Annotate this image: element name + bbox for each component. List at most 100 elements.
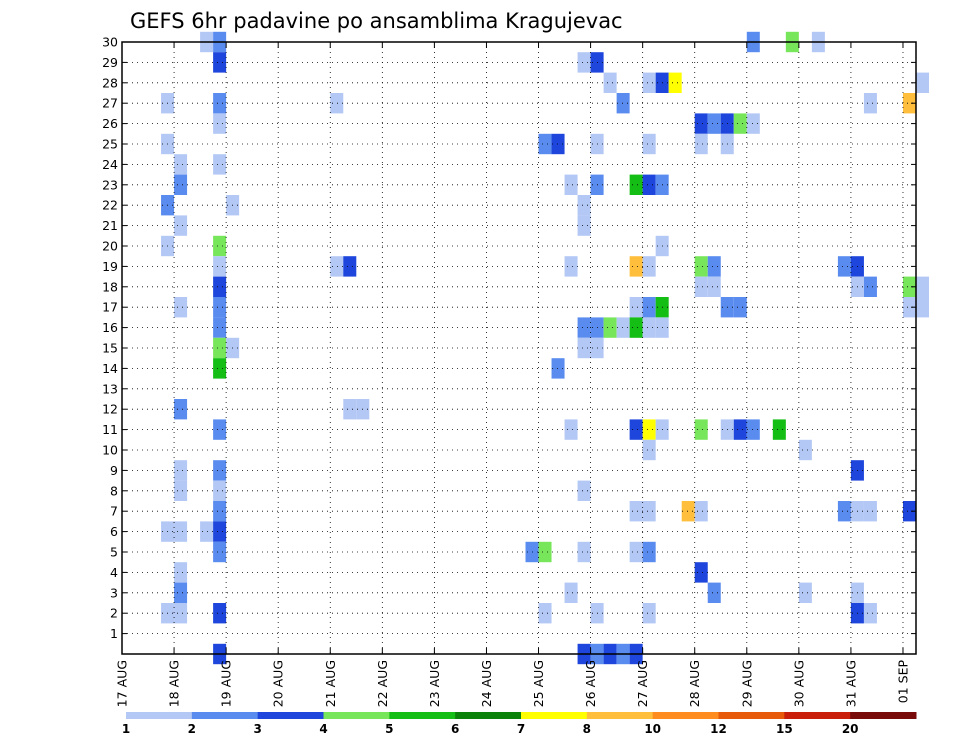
precip-cell: [551, 358, 565, 379]
precip-cell: [564, 419, 578, 440]
precip-cell: [577, 215, 591, 236]
precip-cell: [538, 603, 552, 624]
y-tick-label: 5: [110, 545, 118, 560]
precip-cell: [213, 317, 227, 338]
precip-cell: [642, 174, 656, 195]
precip-cell: [174, 480, 188, 501]
colorbar-swatch: [652, 712, 719, 719]
precip-cell: [577, 195, 591, 216]
colorbar-swatch: [455, 712, 522, 719]
x-tick-label: 01 SEP: [895, 660, 910, 704]
precip-cell: [213, 93, 227, 114]
y-tick-label: 26: [102, 116, 118, 131]
precip-cell: [213, 603, 227, 624]
precip-cell: [538, 133, 552, 155]
y-tick-label: 14: [102, 361, 118, 376]
precip-cell: [694, 419, 708, 440]
y-tick-label: 9: [110, 463, 118, 478]
y-tick-label: 17: [102, 300, 118, 315]
colorbar-label: 20: [842, 722, 859, 736]
precip-cell: [564, 256, 578, 277]
y-tick-label: 28: [102, 75, 118, 90]
precip-cell: [213, 337, 227, 359]
x-tick-label: 26 AUG: [583, 660, 598, 707]
y-tick-label: 3: [110, 585, 118, 600]
precip-cell: [694, 256, 708, 277]
precip-cell: [577, 337, 591, 359]
colorbar-swatch: [784, 712, 851, 719]
precip-cell: [174, 399, 188, 420]
precip-cell: [707, 256, 721, 277]
colorbar-label: 15: [776, 722, 793, 736]
precip-cell: [213, 113, 227, 134]
colorbar-label: 3: [253, 722, 261, 736]
y-tick-label: 20: [102, 239, 118, 254]
y-tick-label: 2: [110, 606, 118, 621]
colorbar-label: 2: [188, 722, 196, 736]
x-tick-label: 27 AUG: [635, 660, 650, 707]
precip-cell: [538, 541, 552, 563]
precip-cell: [746, 419, 760, 440]
precip-cell: [213, 276, 227, 297]
precip-cell: [668, 72, 682, 93]
precip-cell: [551, 133, 565, 155]
precip-cell: [837, 256, 851, 277]
precip-cell: [616, 317, 630, 338]
x-tick-label: 25 AUG: [531, 660, 546, 707]
precip-cell: [213, 235, 227, 257]
precip-cell: [863, 603, 877, 624]
precip-cell: [213, 460, 227, 481]
precip-cell: [733, 297, 747, 318]
y-tick-label: 12: [102, 402, 118, 417]
colorbar-swatch: [323, 712, 390, 719]
precip-cell: [616, 93, 630, 114]
x-tick-label: 28 AUG: [687, 660, 702, 707]
precip-cell: [629, 541, 643, 563]
colorbar-swatch: [718, 712, 785, 719]
precip-cell: [603, 72, 617, 93]
y-tick-label: 22: [102, 198, 118, 213]
precip-cell: [174, 154, 188, 175]
x-tick-label: 22 AUG: [375, 660, 390, 707]
precip-cell: [577, 52, 591, 73]
precip-cell: [642, 501, 656, 522]
y-tick-label: 13: [102, 381, 118, 396]
precip-cell: [798, 439, 812, 461]
precip-cell: [642, 297, 656, 318]
precip-cell: [213, 154, 227, 175]
y-tick-label: 23: [102, 177, 118, 192]
precip-cell: [642, 256, 656, 277]
precip-cell: [629, 317, 643, 338]
precip-cell: [213, 52, 227, 73]
y-tick-label: 18: [102, 279, 118, 294]
precip-cell: [213, 358, 227, 379]
precip-cell: [174, 582, 188, 603]
x-tick-label: 23 AUG: [427, 660, 442, 707]
y-tick-label: 25: [102, 137, 118, 152]
precip-cell: [629, 174, 643, 195]
precip-cell: [694, 133, 708, 155]
x-tick-label: 18 AUG: [167, 660, 182, 707]
x-tick-label: 30 AUG: [791, 660, 806, 707]
colorbar-label: 8: [583, 722, 591, 736]
precip-cell: [577, 541, 591, 563]
colorbar-swatch: [389, 712, 456, 719]
precip-cell: [863, 276, 877, 297]
precip-cell: [564, 582, 578, 603]
colorbar-label: 12: [710, 722, 727, 736]
precip-cell: [174, 562, 188, 583]
precip-cell: [343, 256, 357, 277]
precip-cell: [642, 603, 656, 624]
precip-cell: [798, 582, 812, 603]
y-tick-label: 4: [110, 565, 118, 580]
precip-cell: [200, 521, 214, 542]
colorbar-swatch: [191, 712, 259, 719]
y-tick-label: 10: [102, 443, 118, 458]
precip-cell: [916, 297, 930, 318]
chart-title: GEFS 6hr padavine po ansamblima Kragujev…: [130, 9, 623, 33]
precip-cell: [213, 501, 227, 522]
precip-cell: [681, 501, 695, 522]
precip-cell: [629, 501, 643, 522]
precip-cell: [629, 297, 643, 318]
precip-cell: [694, 562, 708, 583]
